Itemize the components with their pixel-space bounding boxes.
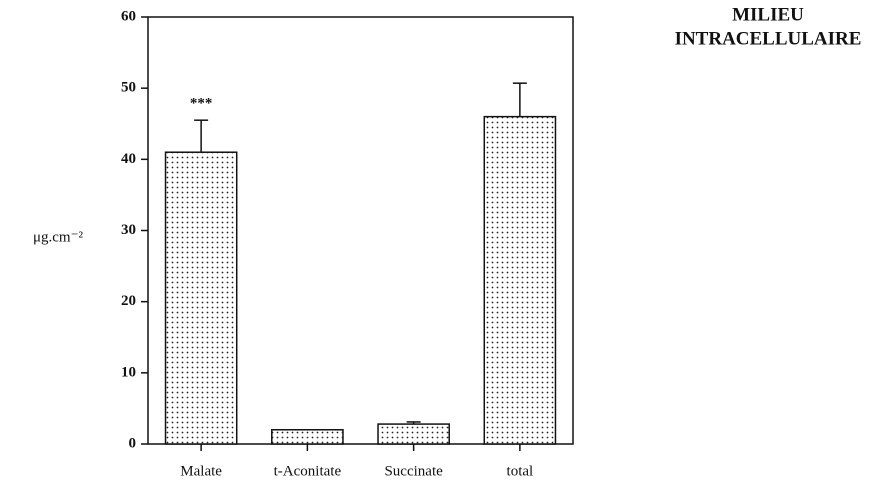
bar bbox=[377, 423, 450, 445]
y-axis-label: μg.cm⁻² bbox=[33, 229, 84, 245]
y-tick-label: 40 bbox=[121, 151, 136, 167]
y-tick-label: 0 bbox=[129, 435, 137, 451]
bar bbox=[483, 115, 557, 445]
annotation: *** bbox=[190, 96, 213, 112]
chart-title: MILIEU bbox=[732, 4, 804, 25]
chart-title: INTRACELLULAIRE bbox=[675, 28, 862, 49]
bar bbox=[164, 151, 238, 445]
x-tick-label: total bbox=[507, 463, 534, 479]
bar bbox=[271, 429, 344, 445]
x-tick-label: t-Aconitate bbox=[274, 463, 342, 479]
x-tick-label: Succinate bbox=[384, 463, 443, 479]
y-tick-label: 60 bbox=[121, 8, 136, 24]
y-tick-label: 20 bbox=[121, 293, 136, 309]
x-tick-label: Malate bbox=[180, 463, 222, 479]
y-tick-label: 30 bbox=[121, 222, 136, 238]
y-tick-label: 10 bbox=[121, 364, 136, 380]
y-tick-label: 50 bbox=[121, 80, 136, 96]
